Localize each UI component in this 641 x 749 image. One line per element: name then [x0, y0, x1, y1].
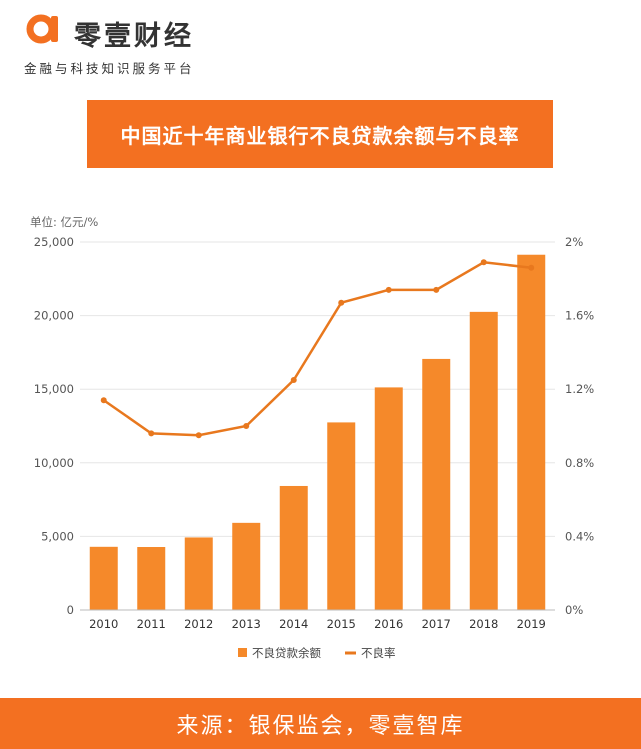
line-point-2013 — [243, 423, 250, 429]
line-series — [100, 259, 535, 439]
y-right-tick-label: 2% — [565, 235, 583, 249]
bar-2018 — [469, 311, 498, 610]
unit-label: 单位: 亿元/% — [30, 215, 98, 229]
line-point-2018 — [480, 259, 487, 266]
y-right-tick-label: 1.2% — [565, 382, 594, 396]
line-point-2014 — [290, 377, 297, 383]
y-left-tick-label: 5,000 — [41, 529, 74, 543]
y-left-tick-label: 0 — [67, 603, 74, 617]
x-tick-label: 2011 — [137, 617, 166, 631]
y-right-tick-label: 1.6% — [565, 309, 594, 323]
brand-logo-icon — [26, 14, 58, 44]
line-nonperforming-ratio — [103, 260, 532, 437]
x-tick-label: 2018 — [469, 617, 498, 631]
x-tick-label: 2016 — [374, 617, 403, 631]
x-tick-label: 2010 — [89, 617, 118, 631]
y-right-tick-label: 0.8% — [565, 456, 594, 470]
x-tick-label: 2014 — [279, 617, 308, 631]
line-point-2011 — [148, 430, 155, 437]
x-tick-label: 2012 — [184, 617, 213, 631]
y-right-tick-label: 0% — [565, 603, 583, 617]
bar-2019 — [517, 254, 546, 611]
bar-2015 — [327, 422, 356, 610]
bar-2013 — [232, 522, 261, 610]
line-point-2012 — [195, 432, 202, 439]
bar-2010 — [89, 546, 118, 610]
bar-2012 — [184, 537, 213, 610]
bar-2016 — [374, 387, 403, 610]
combo-chart: 单位: 亿元/% 0 0% 5,000 0.4% 10,000 0.8% 15,000 1.2… — [30, 215, 595, 660]
y-left-tick-label: 25,000 — [34, 235, 74, 249]
line-point-2010 — [100, 397, 107, 404]
legend-bar-label: 不良贷款余额 — [252, 646, 321, 660]
y-left-tick-label: 10,000 — [34, 456, 74, 470]
x-tick-label: 2015 — [327, 617, 356, 631]
bar-series — [89, 254, 546, 611]
x-tick-label: 2019 — [517, 617, 546, 631]
bar-2017 — [422, 358, 451, 610]
y-left-tick-label: 20,000 — [34, 309, 74, 323]
legend-bar-swatch — [238, 648, 247, 657]
line-point-2019 — [528, 264, 535, 271]
bar-2014 — [279, 485, 308, 610]
bar-2011 — [137, 547, 166, 610]
chart-title: 中国近十年商业银行不良贷款余额与不良率 — [87, 100, 553, 168]
brand-name: 零壹财经 — [74, 21, 194, 52]
line-point-2015 — [338, 299, 345, 306]
line-point-2017 — [433, 286, 440, 293]
legend: 不良贷款余额 不良率 — [238, 646, 396, 660]
x-tick-label: 2017 — [422, 617, 451, 631]
line-point-2016 — [385, 286, 392, 293]
y-right-tick-label: 0.4% — [565, 529, 594, 543]
x-tick-label: 2013 — [232, 617, 261, 631]
legend-line-label: 不良率 — [361, 646, 396, 660]
y-left-tick-label: 15,000 — [34, 382, 74, 396]
axes: 0 0% 5,000 0.4% 10,000 0.8% 15,000 1.2% 20,000 1.… — [34, 235, 595, 631]
source-footer: 来源：银保监会，零壹智库 — [0, 698, 641, 749]
brand-tagline: 金融与科技知识服务平台 — [24, 61, 195, 76]
